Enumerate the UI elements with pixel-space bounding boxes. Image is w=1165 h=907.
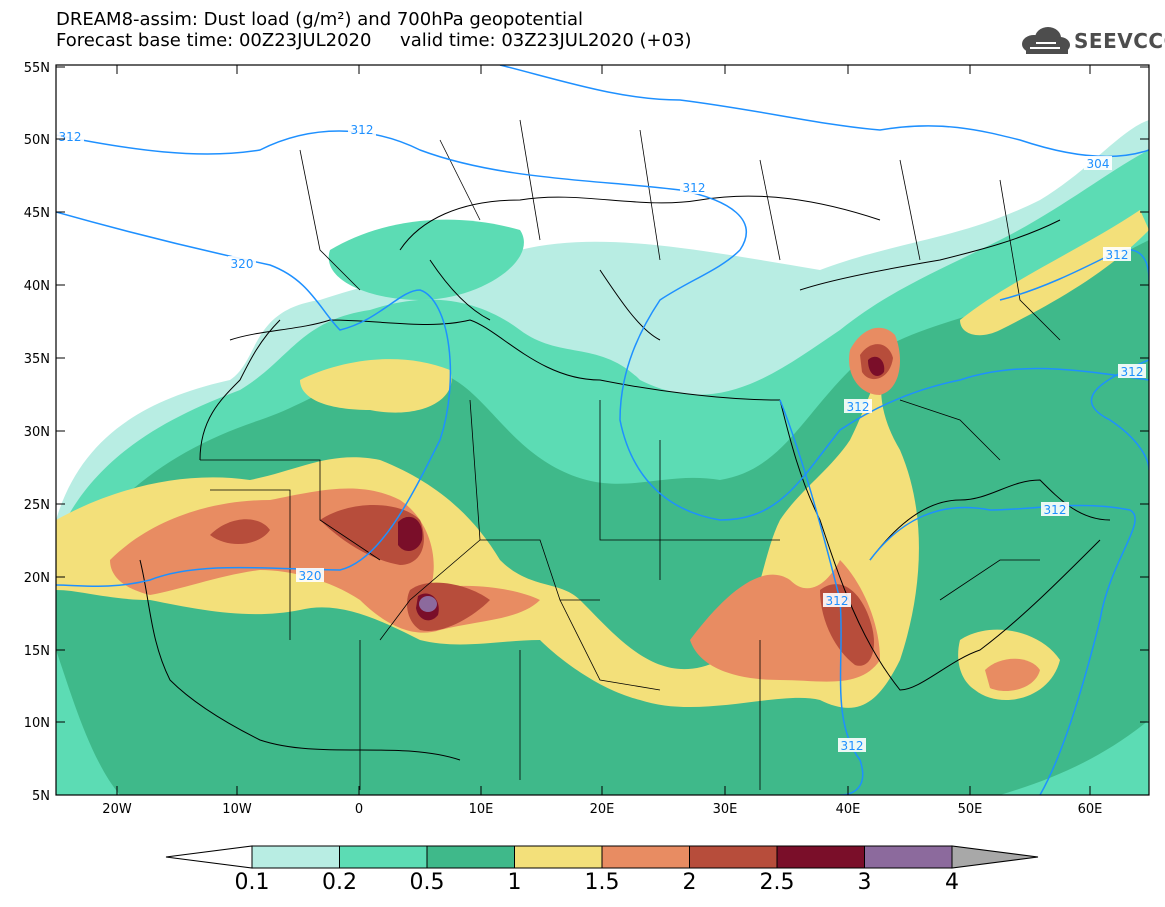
forecast-time-label: Forecast base time: 00Z23JUL2020 valid t… bbox=[56, 30, 692, 51]
contour-label: 312 bbox=[1044, 503, 1067, 517]
lon-tick-label: 50E bbox=[958, 802, 983, 817]
lat-tick-label: 5N bbox=[32, 789, 50, 804]
contour-label: 312 bbox=[59, 130, 82, 144]
colorbar-box bbox=[864, 845, 953, 869]
colorbar-tick-label: 0.5 bbox=[409, 870, 445, 895]
colorbar-low-arrow bbox=[165, 845, 253, 869]
dust-contour-2-algeria bbox=[320, 505, 424, 565]
colorbar-tick-label: 3 bbox=[857, 870, 872, 895]
contour-label: 312 bbox=[826, 594, 849, 608]
lon-tick-label: 60E bbox=[1078, 802, 1103, 817]
colorbar-tick-label: 1.5 bbox=[584, 870, 620, 895]
dust-contour-1 bbox=[56, 330, 919, 708]
contour-label: 312 bbox=[1106, 248, 1129, 262]
colorbar-box bbox=[689, 845, 778, 869]
cloud-icon bbox=[1022, 27, 1070, 54]
colorbar-tick-label: 0.2 bbox=[322, 870, 357, 895]
lat-tick-label: 15N bbox=[24, 644, 50, 659]
lat-tick-label: 55N bbox=[24, 61, 50, 76]
contour-label: 320 bbox=[299, 569, 322, 583]
dust-field bbox=[56, 65, 1149, 795]
axis-ticks: 20W 10W 0 10E 20E 30E 40E 50E 60E 55N 50N 45N 40N 35N… bbox=[24, 61, 1149, 817]
lon-tick-label: 30E bbox=[713, 802, 738, 817]
lat-tick-label: 25N bbox=[24, 498, 50, 513]
lon-tick-label: 0 bbox=[355, 802, 363, 817]
lat-tick-label: 45N bbox=[24, 206, 50, 221]
lat-tick-label: 40N bbox=[24, 279, 50, 294]
contour-label: 320 bbox=[231, 257, 254, 271]
colorbar-tick-label: 0.1 bbox=[234, 870, 270, 895]
map-title: DREAM8-assim: Dust load (g/m²) and 700hP… bbox=[56, 9, 583, 30]
lat-tick-label: 10N bbox=[24, 716, 50, 731]
colorbar-tick-label: 4 bbox=[945, 870, 959, 895]
dust-contour-2.5 bbox=[398, 516, 423, 552]
lat-tick-label: 30N bbox=[24, 425, 50, 440]
lon-tick-label: 20W bbox=[102, 802, 132, 817]
colorbar-high-arrow bbox=[951, 845, 1039, 869]
contour-label: 312 bbox=[841, 739, 864, 753]
logo-text: SEEVCCC bbox=[1074, 29, 1165, 53]
dust-contour-3 bbox=[419, 596, 437, 612]
colorbar-box bbox=[426, 845, 515, 869]
contour-label: 312 bbox=[351, 123, 374, 137]
lon-tick-label: 40E bbox=[836, 802, 861, 817]
lon-tick-label: 20E bbox=[590, 802, 615, 817]
dust-contour-1-morocco bbox=[300, 359, 452, 413]
colorbar-box bbox=[339, 845, 428, 869]
contour-label: 304 bbox=[1087, 157, 1110, 171]
colorbar-tick-label: 2.5 bbox=[759, 870, 795, 895]
lat-tick-label: 35N bbox=[24, 352, 50, 367]
colorbar-tick-label: 2 bbox=[682, 870, 697, 895]
contour-label: 312 bbox=[683, 181, 706, 195]
colorbar bbox=[165, 845, 1039, 869]
contour-label: 312 bbox=[847, 400, 870, 414]
colorbar-box bbox=[251, 845, 340, 869]
lon-tick-label: 10E bbox=[469, 802, 494, 817]
dust-contour-0.2-north bbox=[328, 219, 524, 300]
coastlines bbox=[139, 195, 1111, 761]
colorbar-tick-label: 1 bbox=[507, 870, 522, 895]
contour-label: 312 bbox=[1121, 365, 1144, 379]
dust-contour-1-east bbox=[960, 210, 1149, 336]
dust-contour-1.5-oman bbox=[985, 658, 1040, 691]
dust-contour-2 bbox=[210, 519, 270, 545]
lat-tick-label: 20N bbox=[24, 571, 50, 586]
colorbar-box bbox=[601, 845, 690, 869]
lat-tick-label: 50N bbox=[24, 133, 50, 148]
dust-contour-2.5-iraq bbox=[868, 356, 885, 376]
colorbar-box bbox=[514, 845, 603, 869]
lon-tick-label: 10W bbox=[222, 802, 252, 817]
country-borders bbox=[200, 119, 1061, 790]
seevccc-logo: SEEVCCC bbox=[1018, 26, 1165, 56]
colorbar-box bbox=[776, 845, 865, 869]
